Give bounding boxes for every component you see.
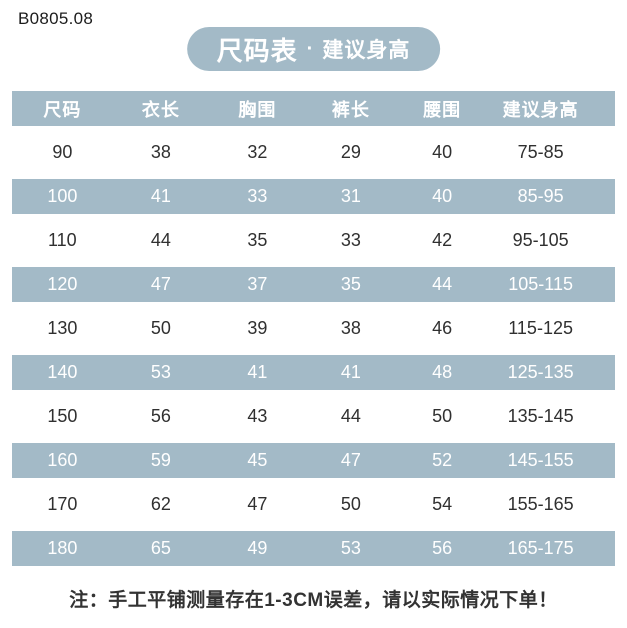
title-primary: 尺码表 <box>216 35 298 66</box>
column-header: 尺码 <box>43 99 82 120</box>
table-cell: 160 <box>47 450 78 470</box>
column-header: 裤长 <box>331 99 370 120</box>
table-row: 180 65 49 53 56 165-175 <box>12 531 615 566</box>
table-cell: 170 <box>47 494 78 514</box>
table-cell: 150 <box>47 406 78 426</box>
table-cell: 53 <box>340 538 361 558</box>
table-cell: 35 <box>247 230 268 250</box>
table-cell: 50 <box>150 318 171 338</box>
table-cell: 44 <box>340 406 361 426</box>
table-cell: 50 <box>340 494 361 514</box>
table-row: 140 53 41 41 48 125-135 <box>12 355 615 390</box>
table-cell: 135-145 <box>507 406 574 426</box>
table-cell: 56 <box>432 538 453 558</box>
product-code-label: B0805.08 <box>18 9 94 28</box>
table-cell: 38 <box>340 318 361 338</box>
table-cell: 40 <box>432 186 453 206</box>
table-cell: 53 <box>150 362 171 382</box>
table-cell: 56 <box>150 406 171 426</box>
table-row: 170 62 47 50 54 155-165 <box>12 478 615 531</box>
table-row: 130 50 39 38 46 115-125 <box>12 302 615 355</box>
table-cell: 47 <box>150 274 171 294</box>
table-cell: 45 <box>247 450 268 470</box>
table-cell: 41 <box>150 186 171 206</box>
table-cell: 37 <box>247 274 268 294</box>
table-cell: 155-165 <box>507 494 574 514</box>
table-cell: 180 <box>47 538 78 558</box>
table-row: 110 44 35 33 42 95-105 <box>12 214 615 267</box>
table-cell: 29 <box>340 142 361 162</box>
table-cell: 33 <box>340 230 361 250</box>
table-cell: 47 <box>340 450 361 470</box>
table-cell: 32 <box>247 142 268 162</box>
table-cell: 41 <box>340 362 361 382</box>
table-cell: 90 <box>52 142 73 162</box>
table-cell: 50 <box>432 406 453 426</box>
column-header: 衣长 <box>141 99 180 120</box>
table-cell: 54 <box>432 494 453 514</box>
table-cell: 145-155 <box>507 450 574 470</box>
title-secondary: 建议身高 <box>322 39 411 62</box>
table-row: 90 38 32 29 40 75-85 <box>12 126 615 179</box>
table-cell: 31 <box>340 186 361 206</box>
table-cell: 38 <box>150 142 171 162</box>
table-cell: 33 <box>247 186 268 206</box>
table-cell: 44 <box>432 274 453 294</box>
table-cell: 65 <box>150 538 171 558</box>
column-header: 胸围 <box>238 99 277 120</box>
table-cell: 62 <box>150 494 171 514</box>
table-cell: 110 <box>47 230 77 250</box>
column-header: 腰围 <box>423 99 462 120</box>
table-cell: 39 <box>247 318 268 338</box>
table-cell: 48 <box>432 362 453 382</box>
table-cell: 95-105 <box>512 230 569 250</box>
table-cell: 40 <box>432 142 453 162</box>
table-cell: 165-175 <box>507 538 574 558</box>
table-cell: 125-135 <box>507 362 574 382</box>
table-row: 160 59 45 47 52 145-155 <box>12 443 615 478</box>
table-cell: 35 <box>340 274 361 294</box>
table-header-row: 尺码 衣长 胸围 裤长 腰围 建议身高 <box>12 91 615 126</box>
table-cell: 49 <box>247 538 268 558</box>
table-cell: 47 <box>247 494 268 514</box>
table-cell: 100 <box>47 186 78 206</box>
title-separator-dot: · <box>306 37 314 60</box>
table-cell: 115-125 <box>508 318 573 338</box>
table-cell: 85-95 <box>517 186 564 206</box>
table-cell: 41 <box>247 362 268 382</box>
table-cell: 140 <box>47 362 78 382</box>
table-cell: 120 <box>47 274 78 294</box>
table-cell: 130 <box>47 318 78 338</box>
table-row: 120 47 37 35 44 105-115 <box>12 267 615 302</box>
table-cell: 105-115 <box>508 274 573 294</box>
table-cell: 75-85 <box>517 142 564 162</box>
size-table: 尺码 衣长 胸围 裤长 腰围 建议身高 90 38 32 29 40 75-85 100 41 33 31 4… <box>12 91 615 566</box>
title-pill: 尺码表 · 建议身高 <box>186 27 441 71</box>
table-cell: 59 <box>150 450 171 470</box>
table-row: 150 56 43 44 50 135-145 <box>12 390 615 443</box>
table-row: 100 41 33 31 40 85-95 <box>12 179 615 214</box>
table-cell: 46 <box>432 318 453 338</box>
column-header: 建议身高 <box>502 99 579 120</box>
table-cell: 42 <box>432 230 453 250</box>
table-cell: 44 <box>150 230 171 250</box>
table-cell: 43 <box>247 406 268 426</box>
note-text: 注：手工平铺测量存在1-3CM误差，请以实际情况下单！ <box>69 590 558 611</box>
table-cell: 52 <box>432 450 453 470</box>
